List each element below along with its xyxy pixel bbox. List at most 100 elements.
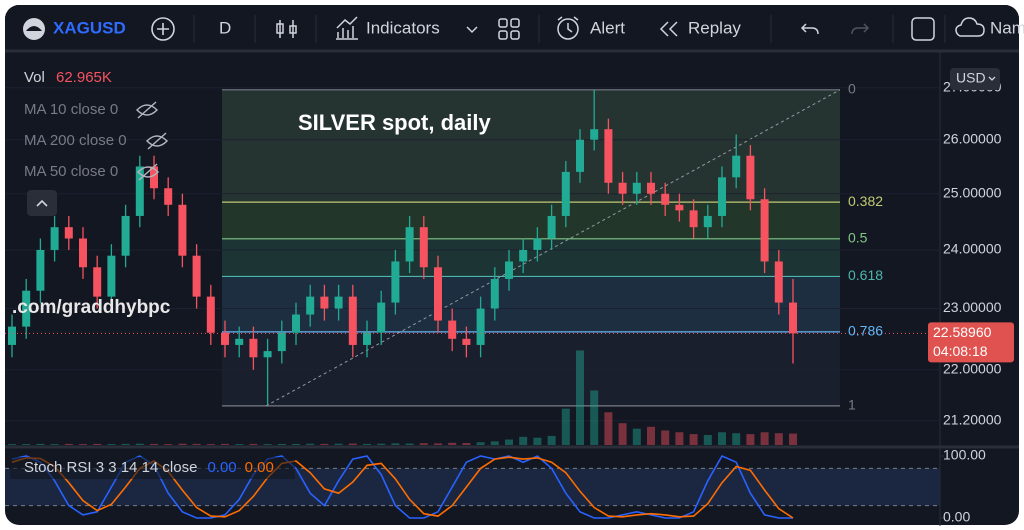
interval[interactable]: D: [219, 18, 231, 37]
replay-button[interactable]: Replay: [688, 18, 741, 37]
volume-bar: [121, 443, 130, 445]
volume-bar: [221, 443, 229, 445]
volume-bar: [618, 423, 627, 445]
indicator-legend-bg: [10, 457, 295, 479]
fib-label: 0: [848, 81, 856, 97]
candle-body: [391, 261, 400, 303]
y-tick-label: 25.00000: [943, 184, 1002, 200]
indicator-value: 0.00: [245, 459, 274, 476]
volume-bar: [405, 443, 414, 445]
candle-body: [320, 296, 329, 309]
volume-bar: [206, 444, 215, 445]
volume-bar: [533, 437, 542, 445]
candle-body: [547, 215, 556, 239]
alert-button[interactable]: Alert: [590, 18, 625, 37]
volume-bar: [79, 444, 87, 445]
volume-bar: [107, 444, 116, 445]
add-symbol[interactable]: [151, 17, 175, 41]
candle-body: [36, 249, 45, 291]
currency-button[interactable]: [950, 68, 1000, 90]
indicators-button[interactable]: Indicators: [366, 18, 440, 37]
dropdown-icon[interactable]: [466, 26, 478, 34]
candle-body: [334, 296, 343, 309]
candle-body: [363, 332, 371, 345]
candle-body: [675, 204, 684, 211]
fib-band: [222, 276, 840, 332]
volume-bar: [505, 439, 513, 445]
ma-label[interactable]: MA 200 close 0: [24, 132, 127, 149]
alert-icon[interactable]: [557, 18, 579, 40]
candle-body: [789, 302, 797, 334]
volume-bar: [732, 433, 741, 445]
volume-bar: [192, 443, 201, 445]
candle-body: [462, 338, 471, 345]
candle-body: [150, 166, 158, 189]
volume-bar: [363, 443, 371, 445]
plus-icon: [157, 23, 169, 35]
candle-icon-body: [276, 23, 284, 34]
chart-title: SILVER spot, daily: [298, 110, 492, 135]
volume-bar: [306, 443, 315, 445]
candle-body: [348, 296, 357, 345]
candle-body: [476, 308, 485, 345]
collapse-legend[interactable]: [27, 190, 57, 216]
indicator-value: 0.00: [207, 459, 236, 476]
candle-body: [206, 296, 215, 333]
candle-icon-body: [289, 25, 297, 34]
layout-name[interactable]: Nam: [990, 18, 1024, 37]
volume-bar: [263, 444, 272, 445]
volume-bar: [789, 433, 797, 445]
volume-bar: [760, 432, 769, 445]
logo-mark: [26, 26, 42, 31]
fib-label: 1: [848, 397, 856, 413]
countdown: 04:08:18: [933, 343, 988, 359]
y-tick-label: 26.00000: [943, 130, 1002, 146]
candle-body: [632, 182, 641, 194]
redo-button[interactable]: [851, 23, 870, 35]
volume-bar: [774, 433, 783, 445]
volume-bar: [8, 444, 16, 445]
volume-bar: [164, 444, 173, 445]
volume-bar: [462, 443, 471, 445]
replay-icon[interactable]: [659, 21, 678, 37]
symbol[interactable]: XAGUSD: [53, 18, 126, 37]
volume-bar: [490, 441, 499, 445]
candle-body: [647, 182, 655, 194]
candle-body: [8, 326, 16, 345]
candle-body: [377, 302, 386, 333]
candle-body: [164, 188, 173, 205]
volume-bar: [292, 443, 300, 445]
candle-icon[interactable]: [279, 20, 294, 38]
layouts-icon[interactable]: [498, 18, 520, 40]
y-tick-label: 0.00: [943, 509, 970, 525]
cloud-icon[interactable]: [955, 17, 985, 37]
volume-bar: [703, 435, 712, 445]
volume-bar: [93, 443, 102, 445]
candle-body: [490, 278, 499, 309]
volume-bar: [334, 443, 343, 445]
caret-down: [988, 76, 996, 81]
indicators-icon[interactable]: [336, 16, 358, 40]
candle-body: [192, 255, 201, 297]
fullscreen-button[interactable]: [911, 17, 935, 41]
fib-label: 0.786: [848, 323, 883, 339]
candle-body: [221, 332, 229, 345]
last-price-box: [928, 322, 1014, 363]
y-tick-label: 21.20000: [943, 411, 1002, 427]
ma-label[interactable]: MA 50 close 0: [24, 163, 118, 180]
volume-bar: [561, 408, 570, 445]
candle-body: [519, 249, 528, 262]
candle-body: [405, 227, 414, 262]
currency[interactable]: USD: [956, 70, 986, 86]
candle-body: [746, 155, 755, 200]
y-tick-label: 24.00000: [943, 241, 1002, 257]
candle-body: [661, 193, 670, 205]
hidden-icons[interactable]: [135, 101, 169, 181]
indicator-title: Stoch RSI 3 3 14 14 close: [24, 459, 197, 476]
undo-button[interactable]: [800, 23, 819, 35]
candle-body: [135, 166, 144, 216]
ma-label[interactable]: MA 10 close 0: [24, 101, 118, 118]
y-tick-label: 22.00000: [943, 360, 1002, 376]
candle-body: [121, 215, 130, 256]
